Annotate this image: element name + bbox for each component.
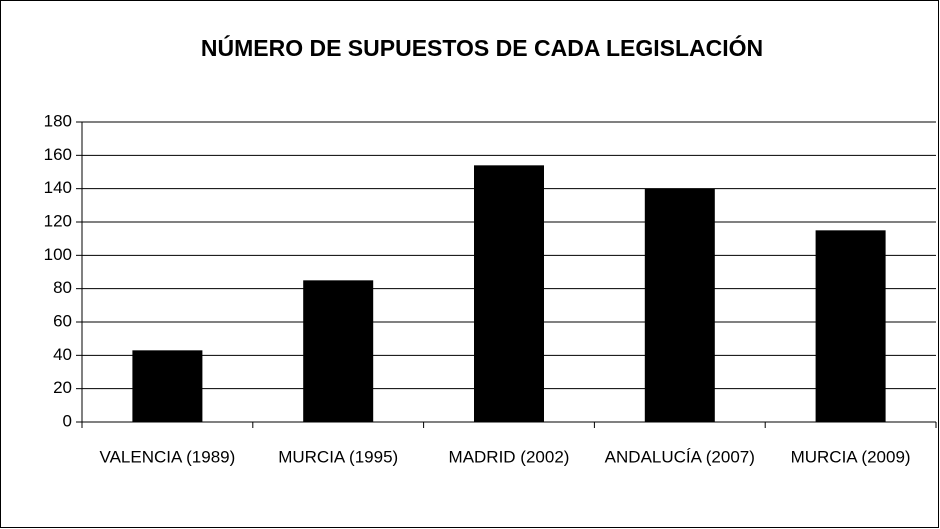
y-tick-label: 140: [44, 178, 72, 197]
bar: [644, 188, 715, 422]
y-tick-label: 180: [44, 111, 72, 130]
bar: [474, 165, 544, 423]
bar: [303, 280, 374, 422]
y-tick-label: 40: [53, 345, 72, 364]
y-tick-label: 120: [44, 211, 72, 230]
y-tick-label: 60: [53, 311, 72, 330]
x-tick-label: MADRID (2002): [449, 447, 570, 466]
x-tick-label: MURCIA (1995): [278, 447, 398, 466]
x-tick-label: ANDALUCÍA (2007): [605, 447, 755, 466]
y-tick-label: 20: [53, 378, 72, 397]
y-tick-label: 80: [53, 278, 72, 297]
x-tick-label: VALENCIA (1989): [100, 447, 236, 466]
y-tick-label: 0: [63, 411, 72, 430]
chart-title: NÚMERO DE SUPUESTOS DE CADA LEGISLACIÓN: [201, 34, 763, 61]
bar: [132, 350, 203, 422]
y-tick-label: 160: [44, 145, 72, 164]
x-tick-label: MURCIA (2009): [791, 447, 911, 466]
y-tick-label: 100: [44, 245, 72, 264]
bar: [815, 230, 886, 422]
